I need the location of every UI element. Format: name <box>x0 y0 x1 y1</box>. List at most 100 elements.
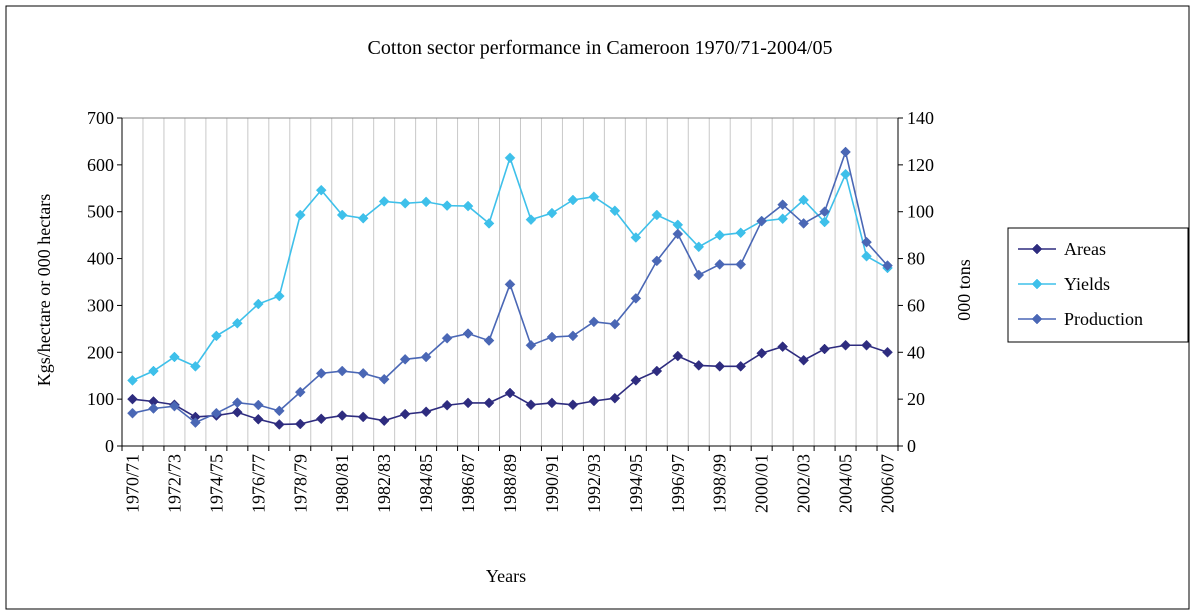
data-point-production <box>169 400 180 412</box>
data-point-areas <box>693 360 705 371</box>
data-point-yields <box>735 227 747 239</box>
data-point-production <box>336 365 348 377</box>
data-point-production <box>672 228 684 240</box>
data-point-production <box>777 199 789 211</box>
data-point-yields <box>252 298 264 310</box>
x-tick-label: 1984/85 <box>416 454 436 513</box>
data-point-production <box>211 407 222 419</box>
data-point-yields <box>357 212 369 224</box>
y-axis-right-label: 000 tons <box>954 259 974 321</box>
data-point-production <box>441 332 453 344</box>
data-point-yields <box>441 200 453 211</box>
data-point-areas <box>483 397 495 409</box>
data-point-production <box>819 206 830 218</box>
data-point-production <box>420 351 432 363</box>
data-point-areas <box>231 406 243 418</box>
data-point-production <box>315 368 327 379</box>
data-point-production <box>798 218 809 229</box>
data-point-production <box>357 368 369 379</box>
data-point-production <box>231 397 243 409</box>
x-tick-label: 2002/03 <box>794 454 814 513</box>
x-tick-label: 1988/89 <box>500 454 520 513</box>
data-point-yields <box>546 207 558 219</box>
x-tick-label: 1978/79 <box>290 454 310 513</box>
y-left-tick-label: 100 <box>87 389 114 409</box>
data-point-areas <box>127 393 138 405</box>
data-point-production <box>148 403 159 414</box>
data-point-areas <box>630 375 642 386</box>
x-tick-label: 1998/99 <box>710 454 730 513</box>
data-point-yields <box>169 351 180 363</box>
data-point-production <box>714 259 726 270</box>
data-point-areas <box>609 392 621 404</box>
x-axis-label: Years <box>486 566 526 586</box>
y-right-tick-label: 80 <box>907 249 925 269</box>
chart-title: Cotton sector performance in Cameroon 19… <box>368 37 833 59</box>
data-point-yields <box>693 241 705 253</box>
data-point-production <box>630 293 642 304</box>
data-point-areas <box>840 339 851 351</box>
y-left-tick-label: 400 <box>87 249 114 269</box>
data-point-yields <box>714 229 726 241</box>
data-point-areas <box>504 387 516 399</box>
data-point-yields <box>462 200 474 212</box>
data-point-production <box>525 339 537 351</box>
y-left-tick-label: 200 <box>87 342 114 362</box>
data-point-production <box>882 260 893 271</box>
data-point-yields <box>399 197 411 209</box>
data-point-areas <box>357 411 369 423</box>
data-point-yields <box>525 214 537 226</box>
data-point-areas <box>819 343 830 355</box>
data-point-yields <box>273 290 285 302</box>
data-point-areas <box>273 419 285 430</box>
data-point-yields <box>630 232 642 243</box>
y-left-tick-label: 700 <box>87 108 114 128</box>
data-point-yields <box>211 330 222 342</box>
data-point-production <box>399 353 411 365</box>
legend-marker-production <box>1031 313 1043 325</box>
data-point-production <box>483 335 495 346</box>
data-point-areas <box>294 418 306 430</box>
x-tick-label: 2006/07 <box>878 454 898 513</box>
chart-border <box>5 5 1190 610</box>
x-tick-label: 1980/81 <box>332 454 352 513</box>
y-right-tick-label: 0 <box>907 436 916 456</box>
y-left-tick-label: 300 <box>87 295 114 315</box>
data-point-yields <box>315 184 327 196</box>
data-point-production <box>504 278 516 290</box>
x-tick-label: 1976/77 <box>248 454 268 513</box>
data-point-production <box>127 407 138 419</box>
data-point-areas <box>714 360 726 372</box>
data-point-yields <box>336 209 348 221</box>
legend-label-areas: Areas <box>1064 239 1106 259</box>
x-tick-label: 1990/91 <box>542 454 562 513</box>
y-right-tick-label: 100 <box>907 202 934 222</box>
data-point-areas <box>336 410 348 421</box>
y-right-tick-label: 60 <box>907 295 925 315</box>
data-point-yields <box>651 209 663 221</box>
x-tick-label: 1986/87 <box>458 454 478 513</box>
data-point-yields <box>148 365 159 377</box>
data-point-production <box>567 330 579 342</box>
data-point-areas <box>546 397 558 409</box>
y-left-tick-label: 600 <box>87 155 114 175</box>
legend-marker-areas <box>1031 243 1043 255</box>
data-point-yields <box>294 209 306 221</box>
data-point-areas <box>525 399 537 411</box>
data-point-areas <box>861 339 872 351</box>
data-point-yields <box>840 168 851 180</box>
data-point-production <box>546 331 558 343</box>
data-point-yields <box>798 194 809 206</box>
data-point-production <box>735 259 747 270</box>
data-point-yields <box>483 218 495 229</box>
data-point-areas <box>651 365 663 377</box>
data-point-yields <box>231 317 243 329</box>
y-right-tick-label: 20 <box>907 389 925 409</box>
x-tick-label: 1992/93 <box>584 454 604 513</box>
y-left-tick-label: 0 <box>105 436 114 456</box>
data-point-yields <box>567 194 579 206</box>
y-right-tick-label: 120 <box>907 155 934 175</box>
legend: Areas Yields Production <box>1007 227 1189 343</box>
data-point-production <box>294 386 306 398</box>
